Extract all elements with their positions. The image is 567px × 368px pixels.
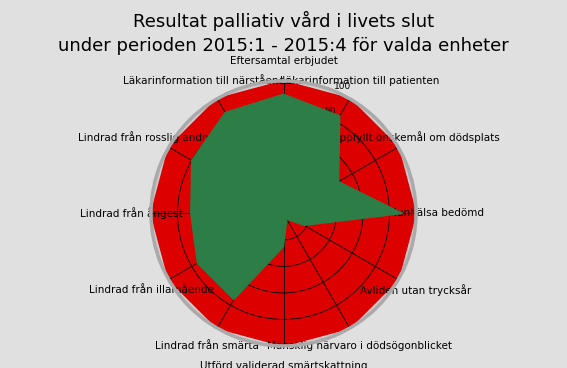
Polygon shape (151, 81, 416, 346)
Polygon shape (191, 94, 403, 300)
Polygon shape (151, 81, 416, 346)
Text: Resultat palliativ vård i livets slut
under perioden 2015:1 - 2015:4 för valda e: Resultat palliativ vård i livets slut un… (58, 11, 509, 55)
